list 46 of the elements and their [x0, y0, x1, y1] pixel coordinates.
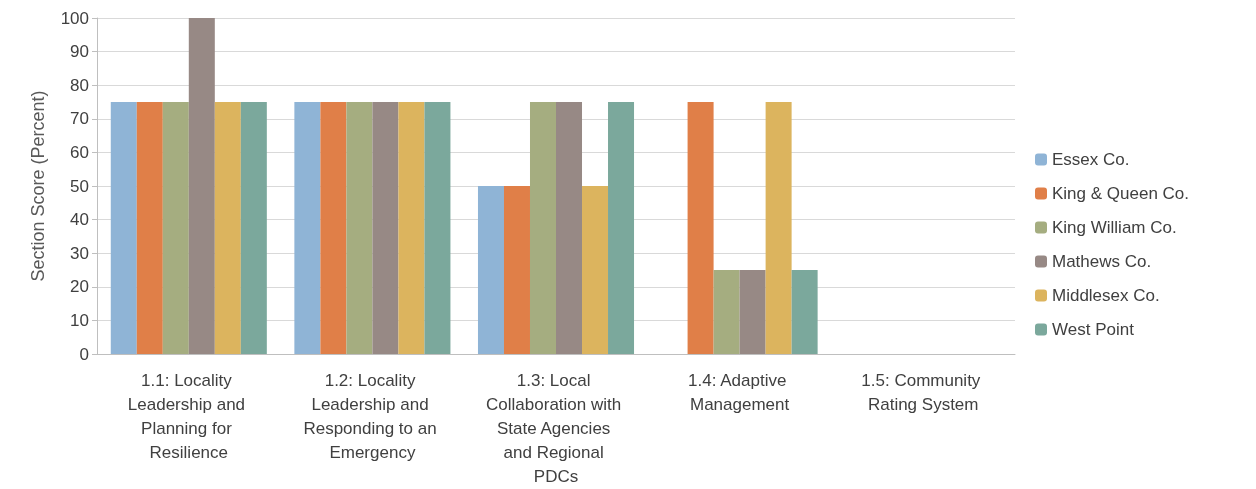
- bar: [608, 102, 635, 354]
- y-tick-label: 30: [70, 243, 89, 263]
- bar: [372, 102, 399, 354]
- y-tick-label: 100: [60, 8, 89, 28]
- y-tick-label: 0: [79, 344, 89, 364]
- x-tick-label: 1.5: Community Rating System: [861, 370, 986, 414]
- y-tick-label: 10: [70, 310, 89, 330]
- y-tick-label: 50: [70, 176, 89, 196]
- legend-label: Middlesex Co.: [1052, 286, 1160, 305]
- y-tick-label: 70: [70, 109, 89, 129]
- bar: [503, 186, 530, 354]
- bar: [346, 102, 373, 354]
- bar: [765, 102, 792, 354]
- y-tick-label: 60: [70, 142, 89, 162]
- bar: [713, 270, 740, 354]
- bar: [162, 102, 189, 354]
- x-tick-label: 1.3: Local Collaboration with State Agencies and Regional PDCs: [486, 370, 626, 486]
- bar: [582, 186, 609, 354]
- y-tick-label: 20: [70, 277, 89, 297]
- bar: [791, 270, 818, 354]
- bar: [477, 186, 504, 354]
- bar: [320, 102, 347, 354]
- legend-label: King William Co.: [1052, 218, 1177, 237]
- bar: [188, 18, 215, 354]
- bar: [687, 102, 714, 354]
- y-tick-label: 90: [70, 42, 89, 62]
- legend-label: Mathews Co.: [1052, 252, 1152, 271]
- bar: [739, 270, 766, 354]
- x-tick-label: 1.1: Locality Leadership and Planning for Resilience: [127, 370, 250, 462]
- x-tick-label: 1.4: Adaptive Management: [688, 370, 792, 414]
- y-axis-title: Section Score (Percent): [28, 90, 48, 282]
- bar: [556, 102, 583, 354]
- bar: [240, 102, 267, 354]
- legend-label: Essex Co.: [1052, 150, 1130, 169]
- bar: [529, 102, 556, 354]
- x-tick-label: 1.2: Locality Leadership and Responding to an Emergency: [303, 370, 442, 462]
- bar: [110, 102, 137, 354]
- bar: [214, 102, 241, 354]
- legend-label: West Point: [1052, 320, 1135, 339]
- bar: [398, 102, 425, 354]
- y-tick-label: 80: [70, 75, 89, 95]
- legend-label: King & Queen Co.: [1052, 184, 1190, 203]
- bar: [424, 102, 451, 354]
- y-tick-label: 40: [70, 210, 89, 230]
- bar: [136, 102, 163, 354]
- bar: [294, 102, 321, 354]
